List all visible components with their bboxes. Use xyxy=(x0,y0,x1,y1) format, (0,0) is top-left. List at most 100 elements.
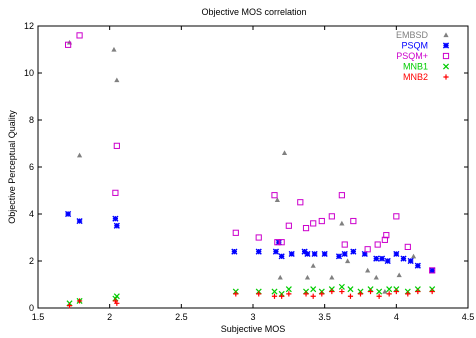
data-point-embsd xyxy=(410,253,417,259)
data-point-embsd xyxy=(329,274,335,280)
data-point-psqmplus xyxy=(278,239,285,246)
data-point-embsd xyxy=(365,267,371,273)
y-tick-label: 10 xyxy=(24,68,34,78)
data-point-psqmplus xyxy=(350,217,357,225)
data-point-mnb2 xyxy=(256,291,262,297)
data-point-embsd xyxy=(339,220,345,226)
data-point-mnb2 xyxy=(114,300,120,306)
data-point-mnb2 xyxy=(405,291,411,297)
y-tick-label: 12 xyxy=(24,21,34,31)
data-point-psqmplus xyxy=(328,213,335,220)
data-point-psqmplus xyxy=(113,142,120,149)
data-point-psqm xyxy=(321,250,328,258)
data-point-psqm xyxy=(341,250,348,258)
data-point-psqm xyxy=(76,217,83,225)
data-point-psqm xyxy=(378,255,386,262)
data-point-psqmplus xyxy=(302,225,310,232)
data-point-psqmplus xyxy=(338,192,345,199)
data-point-embsd xyxy=(281,150,288,155)
data-point-mnb2 xyxy=(329,288,335,295)
data-point-mnb2 xyxy=(393,288,399,295)
data-point-psqm xyxy=(384,257,391,265)
chart-title: Objective MOS correlation xyxy=(201,7,306,17)
data-point-mnb2 xyxy=(233,291,239,297)
data-point-mnb2 xyxy=(386,291,392,297)
data-point-psqm xyxy=(429,267,436,274)
x-tick-label: 3.5 xyxy=(318,312,331,322)
data-point-mnb1 xyxy=(113,293,120,300)
y-tick-label: 6 xyxy=(29,162,34,172)
legend-marker-mnb2 xyxy=(443,74,449,80)
legend-label-mnb1: MNB1 xyxy=(403,62,428,72)
data-point-psqm xyxy=(414,262,421,269)
legend-label-psqm: PSQM xyxy=(401,41,428,51)
data-point-psqmplus xyxy=(297,199,304,206)
data-point-mnb2 xyxy=(339,288,345,295)
data-point-psqmplus xyxy=(76,32,83,39)
data-point-psqm xyxy=(231,248,238,255)
data-point-mnb2 xyxy=(303,291,309,297)
data-point-psqm xyxy=(361,250,368,258)
data-point-mnb1 xyxy=(310,286,317,293)
data-point-embsd xyxy=(76,152,83,158)
data-marks xyxy=(65,32,436,309)
data-point-embsd xyxy=(111,46,117,52)
legend-label-embsd: EMBSD xyxy=(396,30,429,40)
data-point-psqm xyxy=(301,248,308,255)
data-point-mnb1 xyxy=(386,286,393,293)
data-point-embsd xyxy=(345,258,351,264)
legend-marker-psqm xyxy=(442,42,450,49)
data-point-psqm xyxy=(373,255,380,262)
y-axis-label: Objective Perceptual Quality xyxy=(7,110,17,224)
data-point-embsd xyxy=(304,274,311,280)
x-tick-label: 2 xyxy=(107,312,112,322)
data-point-psqmplus xyxy=(274,239,281,246)
x-tick-label: 1.5 xyxy=(32,312,45,322)
data-point-mnb2 xyxy=(76,298,83,304)
data-point-mnb2 xyxy=(286,291,292,297)
data-point-psqm xyxy=(350,248,357,255)
data-point-psqm xyxy=(400,255,407,262)
data-point-mnb2 xyxy=(357,291,364,297)
x-tick-label: 2.5 xyxy=(175,312,188,322)
x-tick-label: 4 xyxy=(394,312,399,322)
data-point-psqm xyxy=(393,250,400,258)
legend-label-psqmplus: PSQM+ xyxy=(396,51,428,61)
legend-marker-psqmplus xyxy=(442,52,450,60)
data-point-mnb2 xyxy=(415,288,421,295)
data-point-mnb1 xyxy=(376,288,383,295)
data-point-psqmplus xyxy=(318,217,325,225)
data-point-psqmplus xyxy=(271,192,278,199)
data-point-psqmplus xyxy=(65,41,72,48)
data-point-psqmplus xyxy=(381,236,388,243)
data-point-mnb2 xyxy=(429,288,435,295)
data-point-psqmplus xyxy=(364,246,371,253)
data-point-psqmplus xyxy=(232,229,239,236)
data-point-mnb2 xyxy=(347,293,354,299)
data-point-mnb2 xyxy=(376,293,382,299)
data-point-psqmplus xyxy=(285,222,292,229)
data-point-psqm xyxy=(112,215,119,222)
data-point-embsd xyxy=(277,274,283,280)
data-point-psqmplus xyxy=(429,267,436,274)
data-point-mnb2 xyxy=(319,291,325,297)
data-point-psqmplus xyxy=(310,220,317,227)
data-point-psqm xyxy=(311,250,318,258)
y-tick-label: 8 xyxy=(29,115,34,125)
data-point-psqm xyxy=(113,222,120,229)
legend-label-mnb2: MNB2 xyxy=(403,72,428,82)
data-point-mnb2 xyxy=(367,288,374,295)
data-point-embsd xyxy=(373,274,379,280)
data-point-embsd xyxy=(114,77,120,83)
data-point-psqmplus xyxy=(383,232,390,239)
y-tick-label: 2 xyxy=(29,256,34,266)
data-point-mnb1 xyxy=(338,283,345,290)
data-point-mnb1 xyxy=(285,286,292,293)
y-tick-label: 0 xyxy=(29,303,34,313)
data-point-mnb2 xyxy=(310,293,316,299)
data-point-psqmplus xyxy=(374,241,381,248)
data-point-mnb2 xyxy=(66,303,73,309)
legend-marker-embsd xyxy=(443,32,449,38)
x-tick-label: 4.5 xyxy=(462,312,475,322)
